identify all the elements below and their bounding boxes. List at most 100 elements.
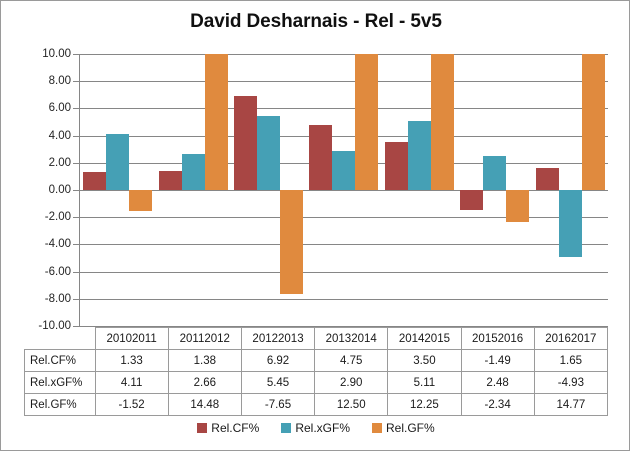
legend-item[interactable]: Rel.xGF%: [281, 421, 350, 435]
y-axis-line: [79, 54, 80, 327]
table-cell: 14.48: [167, 393, 242, 416]
legend-item[interactable]: Rel.CF%: [197, 421, 259, 435]
gridline: [80, 271, 608, 273]
legend-swatch-icon: [281, 423, 292, 433]
bar[interactable]: [158, 171, 182, 190]
table-cell: -7.65: [240, 393, 316, 416]
table-row: Rel.xGF% 4.11 2.66 5.45 2.90 5.11 2.48 -4.93: [24, 371, 609, 394]
bar[interactable]: [257, 115, 281, 190]
table-cell: 2.90: [314, 371, 389, 394]
gridline: [80, 326, 608, 327]
chart-legend: Rel.CF% Rel.xGF% Rel.GF%: [1, 421, 629, 435]
bar[interactable]: [535, 167, 559, 190]
y-axis-tick: [73, 271, 79, 273]
y-axis-tick-label: 2.00: [48, 156, 71, 169]
bar[interactable]: [506, 190, 530, 222]
y-axis-tick-label: 0.00: [48, 184, 71, 196]
table-body: Rel.CF% 1.33 1.38 6.92 4.75 3.50 -1.49 1.65 Rel.…: [24, 349, 609, 416]
legend-item[interactable]: Rel.GF%: [372, 421, 435, 435]
y-axis-tick: [73, 190, 79, 191]
y-axis-tick-label: -10.00: [38, 320, 71, 332]
chart-title: David Desharnais - Rel - 5v5: [190, 11, 442, 32]
data-table: 20102011 20112012 20122013 20132014 20142015…: [24, 327, 609, 416]
bar-group: [457, 54, 532, 326]
y-axis-tick-label: -6.00: [44, 265, 71, 278]
y-axis-tick: [73, 135, 79, 137]
y-axis-tick: [73, 298, 79, 300]
bar[interactable]: [234, 95, 258, 190]
y-axis-tick-label: 6.00: [48, 102, 71, 115]
table-column-header: 20132014: [314, 327, 389, 350]
y-axis-tick-label: -2.00: [44, 211, 71, 224]
y-axis-tick: [73, 244, 79, 246]
bar[interactable]: [483, 156, 507, 190]
table-cell: -1.52: [94, 393, 169, 416]
table-cell: -1.49: [460, 349, 535, 372]
y-axis-tick-label: 4.00: [48, 129, 71, 142]
bar[interactable]: [181, 153, 205, 190]
bar-group: [231, 54, 306, 326]
gridline: [80, 54, 608, 55]
bar[interactable]: [430, 54, 454, 190]
plot-area: [80, 54, 608, 327]
bar[interactable]: [129, 190, 153, 211]
bar[interactable]: [581, 54, 605, 190]
legend-swatch-icon: [197, 423, 208, 433]
table-cell: 2.66: [167, 371, 242, 394]
table-cell: 5.11: [387, 371, 462, 394]
table-cell: 4.11: [94, 371, 169, 394]
table-cell: 2.48: [460, 371, 535, 394]
bar-group: [155, 54, 230, 326]
gridline: [80, 244, 608, 246]
y-axis-tick: [73, 326, 79, 327]
legend-label: Rel.CF%: [211, 421, 260, 435]
bar-group: [306, 54, 381, 326]
gridline: [80, 135, 608, 137]
bar[interactable]: [407, 120, 431, 190]
table-cell: 3.50: [387, 349, 462, 372]
bar-group: [382, 54, 457, 326]
y-axis-tick-label: -4.00: [44, 238, 71, 251]
gridline: [80, 190, 608, 191]
table-column-header: 20152016: [460, 327, 535, 350]
bar[interactable]: [280, 190, 304, 295]
bar-group: [533, 54, 608, 326]
gridline: [80, 217, 608, 219]
bar[interactable]: [106, 134, 130, 190]
table-column-header: 20122013: [240, 327, 316, 350]
y-axis-tick-label: -8.00: [44, 292, 71, 305]
table-cell: 5.45: [240, 371, 316, 394]
table-header-row: 20102011 20112012 20122013 20132014 20142015…: [25, 327, 609, 350]
legend-label: Rel.GF%: [386, 421, 435, 435]
bar[interactable]: [558, 190, 582, 258]
table-cell: 12.25: [387, 393, 462, 416]
bar[interactable]: [204, 54, 228, 190]
bar[interactable]: [460, 190, 484, 211]
table-cell: 14.77: [533, 393, 609, 416]
bar[interactable]: [83, 171, 107, 190]
gridline: [80, 108, 608, 110]
bar[interactable]: [355, 54, 379, 190]
table-row-header: Rel.xGF%: [24, 371, 96, 394]
y-axis-tick: [73, 81, 79, 83]
table-column-header: 20112012: [167, 327, 242, 350]
bar[interactable]: [384, 142, 408, 190]
table-column-header: 20142015: [387, 327, 462, 350]
y-axis-tick-label: 8.00: [48, 75, 71, 88]
table-cell: 6.92: [240, 349, 316, 372]
legend-label: Rel.xGF%: [295, 421, 350, 435]
table-row-header: Rel.CF%: [24, 349, 96, 372]
y-axis-tick: [73, 54, 79, 55]
table-cell: 4.75: [314, 349, 389, 372]
y-axis-tick: [73, 108, 79, 110]
table-cell: -4.93: [533, 371, 609, 394]
table-header: 20102011 20112012 20122013 20132014 20142015…: [25, 327, 609, 350]
bar[interactable]: [309, 125, 333, 190]
bar[interactable]: [332, 150, 356, 190]
table-cell: 1.33: [94, 349, 169, 372]
gridline: [80, 81, 608, 83]
y-axis-labels: 10.00 8.00 6.00 4.00 2.00 0.00 -2.00 -4.00 -6.00…: [1, 48, 71, 332]
table-cell: 1.38: [167, 349, 242, 372]
y-axis-tick: [73, 217, 79, 219]
